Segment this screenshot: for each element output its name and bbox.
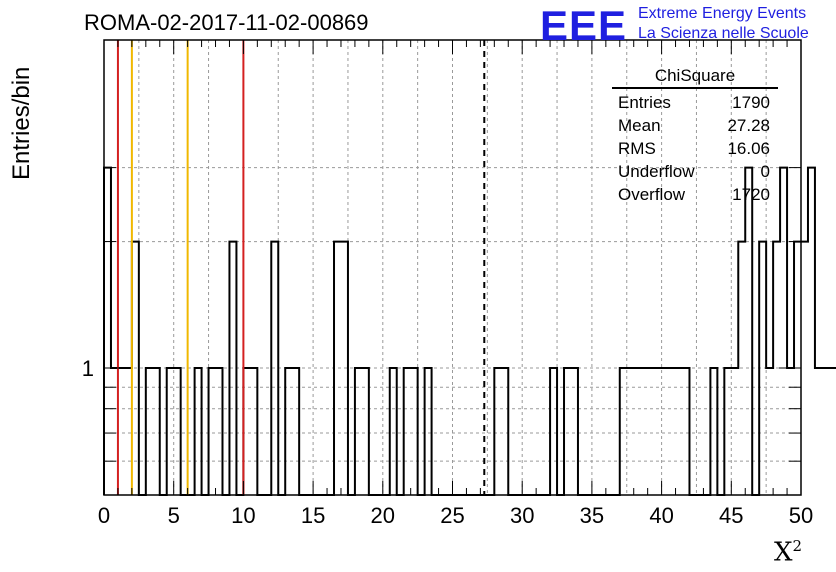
logo-caption: Extreme Energy Events La Scienza nelle S… — [638, 4, 809, 44]
stats-row-underflow: Underflow 0 — [618, 162, 770, 181]
x-tick-label: 50 — [789, 503, 813, 528]
logo-line-2: La Scienza nelle Scuole — [638, 25, 809, 42]
x-tick-label: 0 — [98, 503, 110, 528]
x-tick-label: 40 — [649, 503, 673, 528]
stats-row-overflow: Overflow 1720 — [618, 185, 770, 204]
y-axis-ticks: 1 — [82, 167, 801, 462]
x-tick-label: 30 — [510, 503, 534, 528]
chart-title: ROMA-02-2017-11-02-00869 — [84, 10, 369, 35]
x-tick-label: 35 — [580, 503, 604, 528]
stats-row-entries: Entries 1790 — [618, 93, 770, 112]
y-axis-label: Entries/bin — [8, 66, 35, 180]
stats-row-mean: Mean 27.28 — [618, 116, 770, 135]
x-tick-label: 5 — [168, 503, 180, 528]
logo-line-1: Extreme Energy Events — [638, 5, 807, 22]
eee-logo: EEE — [540, 2, 628, 49]
stats-row-rms: RMS 16.06 — [618, 139, 770, 158]
x-tick-label: 15 — [301, 503, 325, 528]
stats-box: ChiSquare Entries 1790 Mean 27.28 RMS 16.06… — [612, 66, 778, 206]
x-tick-label: 20 — [371, 503, 395, 528]
x-axis-label: X2 — [773, 537, 802, 568]
x-axis-ticks: 0 5 10 15 20 25 30 35 40 45 50 — [98, 40, 813, 528]
x-tick-label: 45 — [719, 503, 743, 528]
histogram-outline — [103, 166, 836, 496]
y-tick-label: 1 — [82, 356, 94, 381]
x-tick-label: 25 — [440, 503, 464, 528]
x-tick-label: 10 — [231, 503, 255, 528]
marker-lines — [116, 40, 486, 495]
stats-title: ChiSquare — [612, 66, 778, 89]
x-axis-label-superscript: 2 — [792, 537, 802, 556]
histogram-bars — [103, 166, 836, 496]
